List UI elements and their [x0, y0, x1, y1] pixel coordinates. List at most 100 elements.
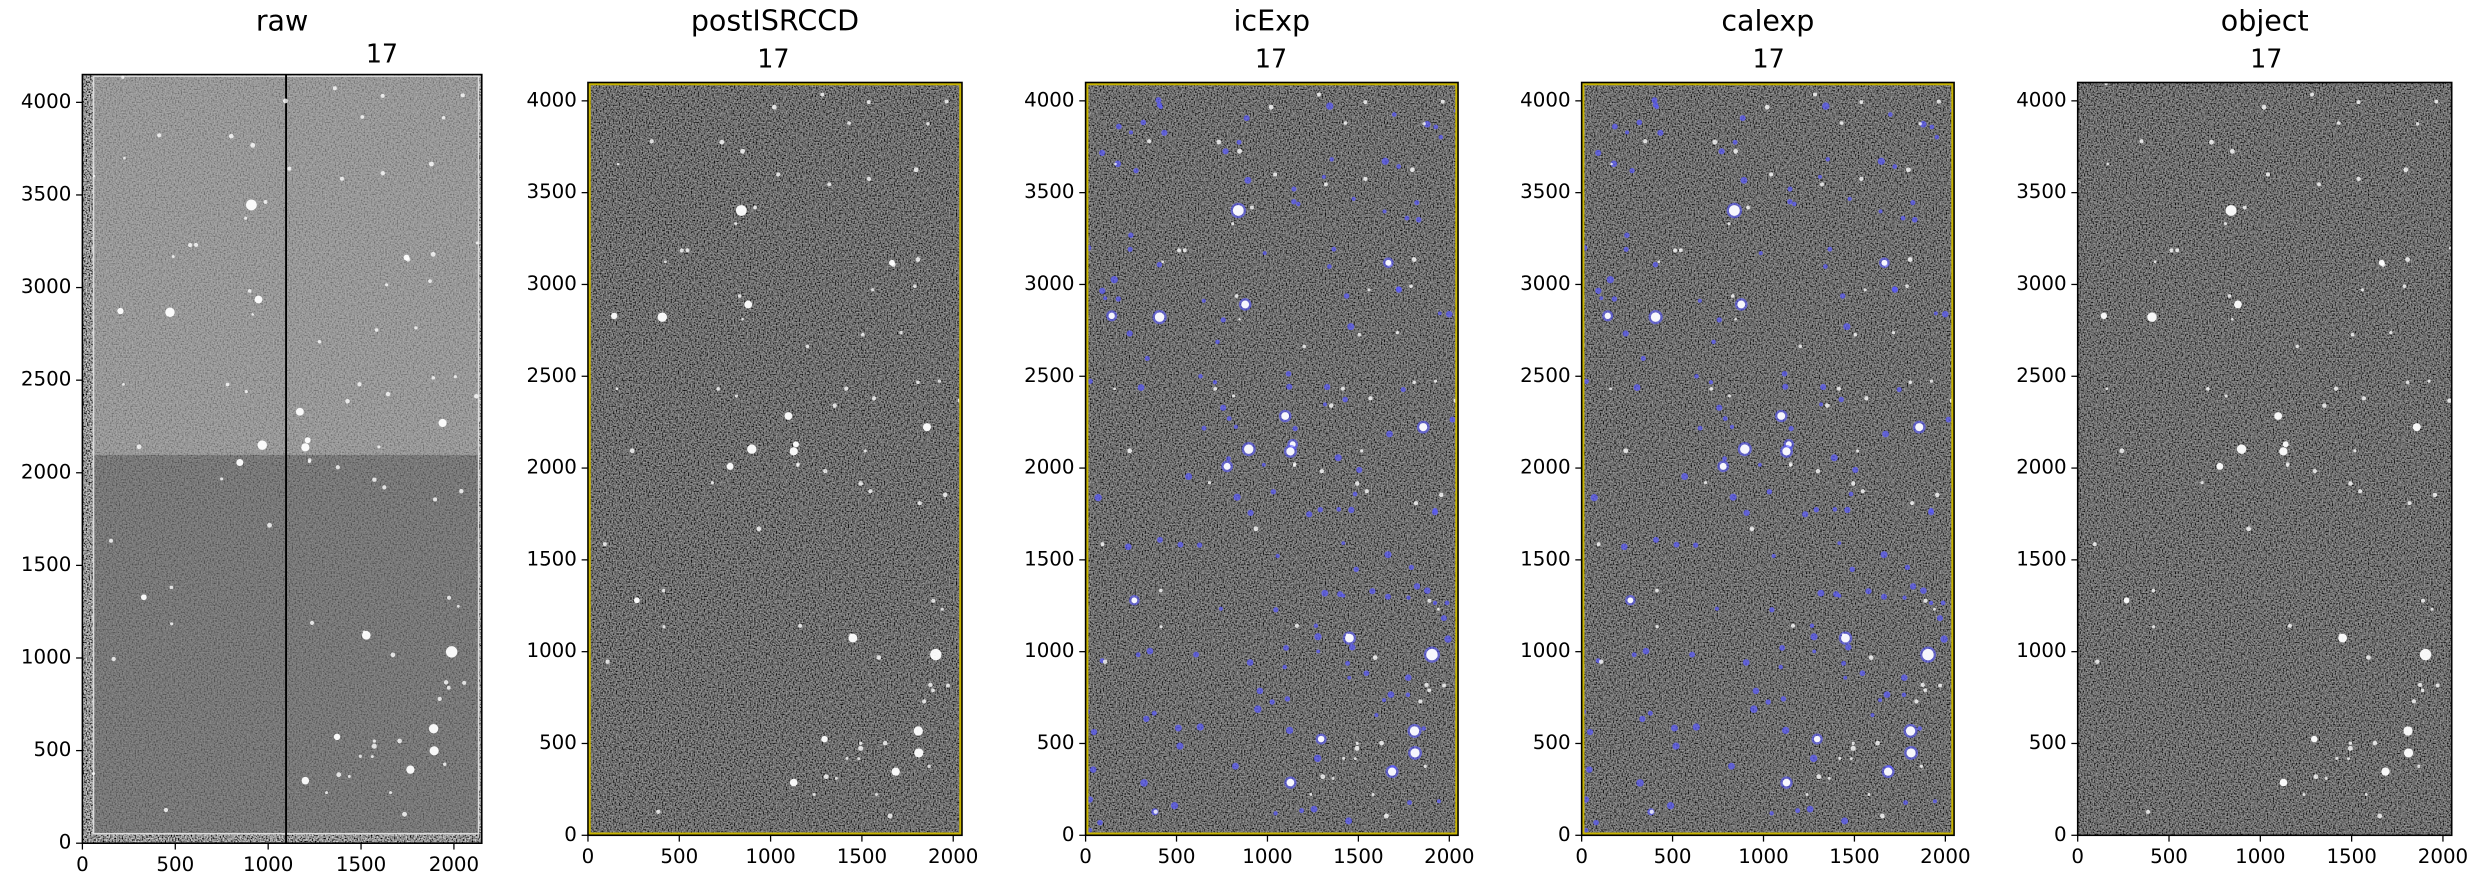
axes-frame: [1084, 81, 1459, 837]
mask: [1352, 491, 1358, 497]
star: [1253, 526, 1259, 532]
star: [913, 167, 919, 173]
mask: [1849, 566, 1855, 573]
star: [429, 746, 439, 756]
mask: [1631, 652, 1637, 658]
mask: [1595, 149, 1602, 156]
mask: [1708, 380, 1714, 385]
mask: [1833, 591, 1840, 598]
mask: [1347, 675, 1352, 680]
star: [2151, 625, 2156, 629]
star: [117, 307, 124, 315]
star: [1216, 139, 1222, 145]
x-tick-label: 2000: [2418, 845, 2468, 868]
star: [414, 326, 418, 330]
mask: [1246, 659, 1254, 666]
star: [1812, 92, 1818, 97]
mask: [1155, 97, 1162, 104]
mask: [1625, 130, 1630, 135]
star: [1418, 699, 1423, 704]
star: [1238, 317, 1241, 321]
star: [1880, 813, 1885, 819]
mask: [1611, 123, 1618, 130]
mask: [1779, 645, 1785, 651]
mask: [1670, 724, 1678, 732]
star: [362, 630, 366, 634]
mask: [1902, 595, 1907, 600]
star: [945, 683, 950, 688]
star: [1329, 403, 1334, 408]
star: [857, 757, 861, 761]
star: [1355, 481, 1360, 486]
mask: [1291, 186, 1297, 192]
star: [1883, 767, 1893, 776]
star: [1427, 598, 1432, 603]
star: [1859, 100, 1864, 105]
star: [871, 288, 875, 292]
star: [1363, 176, 1368, 182]
mask: [1936, 615, 1943, 622]
star: [2106, 162, 2110, 166]
star: [657, 312, 668, 322]
mask-border: [588, 82, 962, 835]
star: [664, 260, 667, 264]
star: [1598, 659, 1604, 664]
star: [1363, 100, 1368, 105]
mask: [1904, 564, 1911, 571]
star: [2348, 741, 2353, 745]
star: [1342, 756, 1346, 760]
mask: [1729, 493, 1737, 501]
star: [374, 328, 379, 332]
star: [1905, 726, 1916, 736]
star: [2317, 182, 2321, 187]
mask: [1901, 674, 1908, 681]
star: [2417, 764, 2421, 768]
mask: [1742, 659, 1750, 666]
star: [1367, 288, 1371, 292]
star: [1923, 598, 1928, 603]
mask: [1586, 728, 1594, 736]
star: [1323, 182, 1328, 187]
mask: [1384, 551, 1392, 559]
mask: [1423, 120, 1431, 128]
star: [1727, 394, 1732, 398]
mask: [1433, 124, 1439, 130]
star: [1730, 294, 1735, 298]
star: [662, 625, 666, 629]
star: [753, 205, 757, 210]
panel-subtitle: 17: [366, 39, 398, 69]
mask: [1832, 507, 1838, 512]
y-tick-label: 3500: [1520, 180, 1570, 203]
star: [656, 809, 661, 814]
star: [1153, 809, 1158, 814]
star: [301, 776, 310, 785]
star: [820, 92, 825, 97]
star: [2420, 688, 2425, 693]
star: [2287, 623, 2292, 628]
star: [2447, 398, 2452, 403]
star: [370, 755, 374, 759]
mask: [1220, 317, 1226, 323]
panel-subtitle: 17: [2250, 43, 2282, 73]
star: [1419, 423, 1428, 432]
star: [1213, 386, 1218, 391]
y-tick-label: 500: [1533, 731, 1571, 754]
star: [1733, 148, 1739, 154]
star: [871, 396, 877, 401]
star: [380, 170, 385, 176]
star: [2381, 767, 2390, 776]
star: [845, 756, 849, 760]
star: [740, 148, 746, 154]
star: [2223, 222, 2228, 226]
mask: [1220, 404, 1227, 411]
star: [2313, 774, 2319, 780]
mask: [1226, 416, 1232, 421]
star: [1859, 176, 1864, 182]
mask: [1765, 699, 1771, 705]
star: [360, 115, 365, 119]
y-tick-label: 1000: [2016, 639, 2066, 662]
mask: [1400, 387, 1406, 393]
star: [1850, 745, 1856, 751]
y-tick-label: 0: [1558, 823, 1571, 846]
mask: [1094, 494, 1102, 502]
